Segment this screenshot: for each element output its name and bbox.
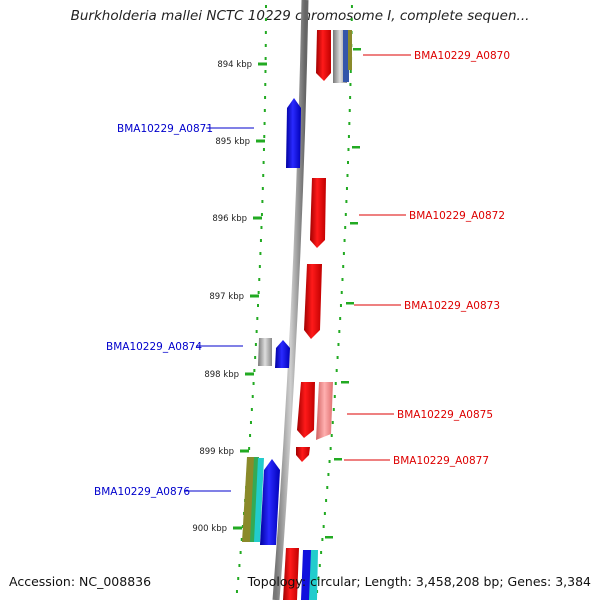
red-feature-bottom	[283, 548, 299, 600]
gene-label[interactable]: BMA10229_A0872	[409, 210, 505, 222]
accession-text: Accession: NC_008836	[9, 574, 152, 589]
outer-track-tick	[334, 458, 342, 461]
gene-label[interactable]: BMA10229_A0870	[414, 50, 510, 62]
blue-feature-bottom	[301, 550, 312, 600]
tick-label: 899 kbp	[199, 447, 234, 457]
tick-label: 897 kbp	[209, 292, 244, 302]
gene-arrow[interactable]	[304, 264, 322, 339]
gene-arrow[interactable]	[297, 382, 315, 438]
gene-BMA10229_A0874[interactable]: BMA10229_A0874	[106, 340, 290, 368]
summary-text: Topology: circular; Length: 3,458,208 bp…	[247, 574, 591, 589]
minor-features	[242, 30, 352, 600]
gene-BMA10229_A0873[interactable]: BMA10229_A0873	[304, 264, 500, 339]
outer-track-tick	[350, 222, 358, 225]
gene-label[interactable]: BMA10229_A0876	[94, 486, 190, 498]
map-title: Burkholderia mallei NCTC 10229 chromosom…	[70, 8, 530, 24]
gene-label[interactable]: BMA10229_A0871	[117, 123, 213, 135]
tick-mark	[233, 526, 242, 530]
outer-track-tick	[325, 536, 333, 539]
gene-arrow[interactable]	[310, 178, 326, 248]
tick-mark	[258, 62, 267, 66]
gene-label[interactable]: BMA10229_A0875	[397, 409, 493, 421]
olive-feature-top	[348, 30, 352, 70]
gray-feature-a0874	[258, 338, 272, 366]
gene-label[interactable]: BMA10229_A0873	[404, 300, 500, 312]
green-feature-a0876	[250, 457, 259, 542]
gene-arrow[interactable]	[296, 447, 310, 462]
tick-label: 900 kbp	[192, 524, 227, 534]
tick-mark	[250, 294, 259, 298]
gene-arrow[interactable]	[316, 30, 331, 81]
gene-arrow[interactable]	[286, 98, 301, 168]
outer-track-tick	[346, 302, 354, 305]
outer-dotted-track	[316, 5, 361, 593]
tick-mark	[256, 139, 265, 143]
tick-label: 895 kbp	[215, 137, 250, 147]
gene-label[interactable]: BMA10229_A0874	[106, 341, 202, 353]
cyan-feature-a0876	[254, 458, 264, 542]
tick-label: 896 kbp	[212, 214, 247, 224]
outer-track-tick	[341, 381, 349, 384]
outer-track-tick	[352, 146, 360, 149]
tick-label: 898 kbp	[204, 370, 239, 380]
gene-BMA10229_A0876[interactable]: BMA10229_A0876	[94, 459, 280, 545]
gene-BMA10229_A0877[interactable]: BMA10229_A0877	[296, 447, 489, 467]
gene-arrow[interactable]	[275, 340, 290, 368]
blue-feature-top	[343, 30, 349, 82]
gene-BMA10229_A0870[interactable]: BMA10229_A0870	[316, 30, 510, 81]
gene-BMA10229_A0872[interactable]: BMA10229_A0872	[310, 178, 505, 248]
gene-BMA10229_A0875[interactable]: BMA10229_A0875	[297, 382, 493, 438]
cyan-feature-bottom	[309, 550, 318, 600]
gene-arrow[interactable]	[260, 459, 280, 545]
pink-feature-a0875	[316, 382, 333, 440]
outer-track-tick	[353, 48, 361, 51]
tick-mark	[240, 449, 249, 453]
tick-label: 894 kbp	[217, 60, 252, 70]
chromosome-backbone	[272, 0, 309, 600]
gene-BMA10229_A0871[interactable]: BMA10229_A0871	[117, 98, 301, 168]
tick-mark	[245, 372, 254, 376]
gene-label[interactable]: BMA10229_A0877	[393, 455, 489, 467]
tick-mark	[253, 216, 262, 220]
